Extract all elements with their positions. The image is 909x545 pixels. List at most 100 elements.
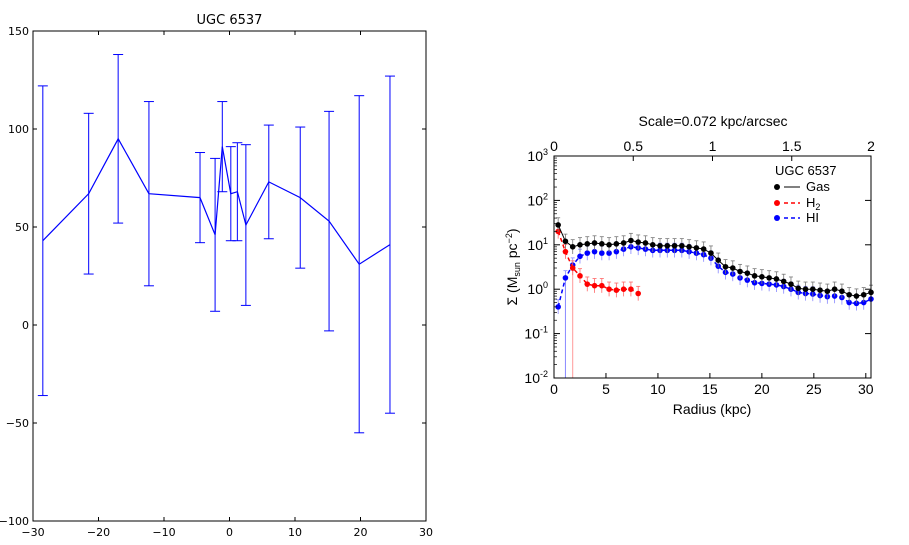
legend-hi-label: HI	[806, 210, 819, 225]
right-point-gas	[831, 286, 838, 293]
right-x-tick-label: 0	[550, 381, 558, 397]
legend-title: UGC 6537	[775, 163, 836, 178]
right-x-tick-label: 5	[602, 381, 610, 397]
right-point-hi	[853, 300, 860, 307]
right-point-h2	[599, 282, 605, 289]
right-y-tick-label: 103	[527, 147, 548, 164]
right-point-gas	[715, 257, 722, 263]
right-point-hi	[591, 248, 598, 255]
right-point-hi	[555, 304, 561, 310]
right-point-hi	[613, 248, 620, 255]
right-series-line-hi	[557, 246, 872, 308]
right-y-tick-label: 100	[527, 280, 548, 297]
left-y-ticks: −100 −50 0 50 100 150	[0, 25, 426, 528]
right-y-tick-label: 102	[527, 191, 548, 208]
right-point-gas	[860, 291, 867, 298]
legend-hi-marker	[774, 215, 780, 221]
right-point-h2	[606, 286, 612, 293]
left-x-tick-label: −10	[152, 526, 175, 539]
right-point-gas	[613, 241, 620, 247]
legend: UGC 6537 Gas H2 HI	[774, 163, 836, 225]
right-top-tick-label: 0.5	[624, 138, 644, 154]
right-x-tick-label: 30	[858, 381, 874, 397]
left-x-tick-label: 20	[354, 526, 368, 539]
right-point-h2	[569, 265, 576, 271]
right-point-gas	[766, 275, 772, 281]
right-x-axis-label: Radius (kpc)	[673, 401, 752, 417]
right-point-hi	[577, 253, 583, 260]
right-y-tick-label: 101	[527, 236, 548, 253]
right-point-gas	[708, 250, 714, 256]
right-point-gas	[751, 273, 758, 279]
right-point-gas	[722, 263, 729, 270]
right-chart-title: Scale=0.072 kpc/arcsec	[638, 113, 787, 129]
right-point-gas	[555, 222, 561, 228]
left-x-tick-label: 10	[288, 526, 302, 539]
legend-h2-marker	[774, 200, 780, 206]
right-point-h2	[577, 273, 583, 279]
right-point-hi	[846, 299, 852, 306]
right-point-gas	[780, 278, 787, 285]
right-x-tick-label: 25	[806, 381, 822, 397]
right-point-hi	[562, 275, 569, 281]
left-x-tick-label: −30	[21, 526, 44, 539]
right-point-gas	[657, 242, 663, 249]
right-point-hi	[606, 250, 612, 256]
right-point-gas	[817, 287, 823, 293]
right-point-gas	[744, 270, 751, 276]
left-series-group	[37, 54, 395, 434]
right-point-gas	[635, 239, 641, 245]
right-point-h2	[635, 290, 641, 297]
left-y-tick-label: 150	[8, 25, 29, 38]
right-point-gas	[584, 241, 591, 247]
right-y-tick-label: 10-2	[524, 369, 548, 386]
right-point-gas	[620, 240, 627, 246]
right-point-gas	[809, 286, 816, 293]
right-y-ticks: 10-2 10-1 100 101 102 103	[524, 147, 871, 386]
right-point-gas	[569, 244, 576, 250]
right-point-hi	[860, 299, 867, 306]
right-point-gas	[562, 238, 569, 245]
right-top-tick-label: 0	[550, 138, 558, 154]
left-y-tick-label: 50	[15, 221, 29, 234]
right-top-tick-label: 2	[867, 138, 875, 154]
right-point-gas	[686, 244, 692, 250]
right-y-tick-label: 10-1	[524, 325, 548, 342]
left-x-tick-label: 0	[226, 526, 233, 539]
right-point-gas	[664, 242, 671, 249]
right-point-h2	[591, 282, 598, 289]
left-chart-title: UGC 6537	[197, 13, 263, 28]
right-point-gas	[642, 240, 649, 246]
left-y-tick-label: 0	[22, 319, 29, 332]
right-point-gas	[591, 240, 598, 246]
right-point-gas	[773, 276, 780, 282]
right-point-h2	[620, 286, 627, 293]
right-point-h2	[562, 248, 569, 255]
left-x-tick-label: −20	[87, 526, 110, 539]
right-top-tick-label: 1	[709, 138, 717, 154]
right-point-hi	[599, 250, 605, 256]
right-point-h2	[584, 281, 591, 287]
right-point-gas	[577, 242, 583, 248]
left-y-tick-label: 100	[8, 123, 29, 136]
right-chart: Scale=0.072 kpc/arcsec 0 5 10 15 20 25 30 0 0.5…	[504, 113, 875, 417]
legend-h2-label: H2	[806, 195, 820, 212]
left-plot-frame	[32, 30, 427, 522]
right-point-gas	[649, 242, 656, 248]
right-point-gas	[853, 293, 860, 299]
right-top-tick-label: 1.5	[782, 138, 802, 154]
right-series-line-h2	[557, 231, 639, 295]
right-point-gas	[839, 288, 845, 295]
right-point-gas	[846, 291, 852, 298]
right-point-gas	[802, 286, 809, 293]
right-point-gas	[693, 245, 700, 251]
right-point-h2	[628, 286, 634, 293]
right-point-gas	[700, 246, 707, 252]
left-x-tick-label: 30	[419, 526, 433, 539]
right-point-gas	[788, 281, 794, 287]
left-chart: UGC 6537 −30 −20 −10 0 10 20 30 −100−500501001…	[0, 13, 433, 539]
right-x-tick-label: 15	[702, 381, 718, 397]
right-y-axis-label: Σ (Msun pc−2)	[504, 228, 522, 305]
right-x-ticks: 0 5 10 15 20 25 30	[550, 373, 874, 397]
right-point-hi	[584, 250, 591, 256]
